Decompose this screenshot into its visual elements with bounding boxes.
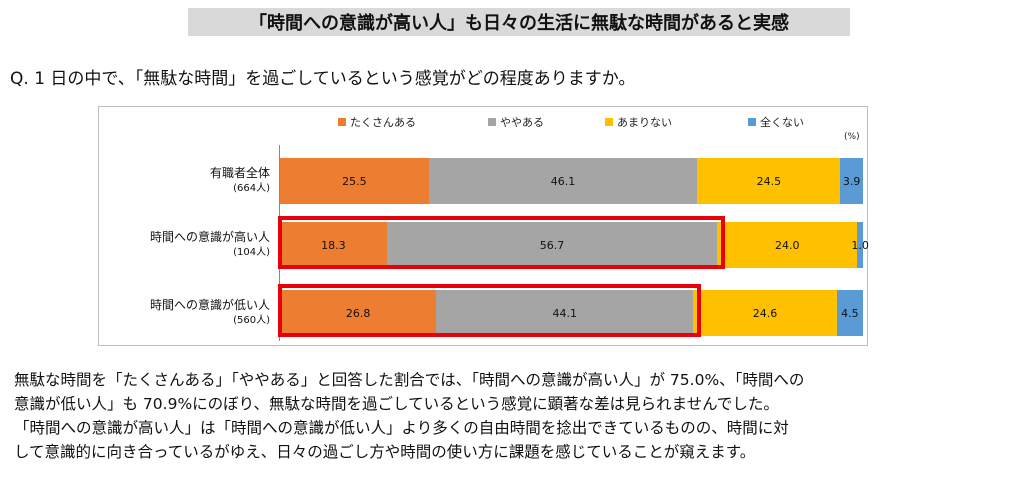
row-label-n: (104人) (233, 247, 270, 258)
row-label-n: (560人) (233, 315, 270, 326)
bar-segment: 56.7 (386, 222, 718, 268)
page-title-text: 「時間への意識が高い人」も日々の生活に無駄な時間があると実感 (249, 13, 789, 34)
page-title: 「時間への意識が高い人」も日々の生活に無駄な時間があると実感 (188, 8, 850, 36)
body-line: 意識が低い人」も 70.9%にのぼり、無駄な時間を過ごしているという感覚に顕著な… (14, 395, 779, 413)
legend-swatch (338, 118, 346, 126)
bar-segment: 24.0 (717, 222, 858, 268)
stacked-bar: 25.5 46.1 24.5 3.9 (280, 158, 863, 204)
legend-label: ややある (500, 116, 544, 129)
legend-item: たくさんある (338, 114, 416, 130)
data-label: 44.1 (552, 306, 578, 320)
data-label: 24.0 (774, 238, 800, 252)
body-line: 無駄な時間を「たくさんある」「ややある」と回答した割合では、「時間への意識が高い… (14, 371, 805, 389)
data-label: 56.7 (539, 238, 565, 252)
chart-frame (98, 106, 868, 346)
body-line: して意識的に向き合っているがゆえ、日々の過ごし方や時間の使い方に課題を感じている… (14, 443, 756, 461)
legend-item: ややある (488, 114, 544, 130)
bar-segment: 25.5 (280, 158, 429, 204)
data-label: 46.1 (550, 174, 576, 188)
bar-segment: 24.6 (693, 290, 837, 336)
data-label: 24.6 (752, 306, 778, 320)
highlight-box (278, 216, 726, 269)
survey-question: Q. 1 日の中で、「無駄な時間」を過ごしているという感覚がどの程度ありますか。 (10, 69, 636, 89)
legend-item: 全くない (748, 114, 804, 130)
bar-segment: 46.1 (428, 158, 698, 204)
data-label: 26.8 (345, 306, 371, 320)
legend-label: 全くない (760, 116, 804, 129)
row-label: 有職者全体 (664人) (210, 166, 270, 196)
row-label-name: 時間への意識が高い人 (149, 230, 270, 244)
row-label-n: (664人) (233, 183, 270, 194)
stacked-bar: 26.8 44.1 24.6 4.5 (280, 290, 863, 336)
stacked-bar: 18.3 56.7 24.0 1.0 (280, 222, 869, 268)
row-label: 時間への意識が高い人 (104人) (150, 230, 270, 260)
legend-label: あまりない (617, 116, 672, 129)
bar-segment: 4.5 (836, 290, 863, 336)
body-text: 無駄な時間を「たくさんある」「ややある」と回答した割合では、「時間への意識が高い… (14, 368, 1014, 464)
data-label: 25.5 (342, 174, 367, 188)
data-label: 18.3 (321, 238, 346, 252)
bar-segment: 44.1 (436, 290, 694, 336)
legend-item: あまりない (605, 114, 672, 130)
body-line: 「時間への意識が高い人」は「時間への意識が低い人」より多くの自由時間を捻出できて… (14, 419, 789, 437)
bar-segment: 18.3 (280, 222, 387, 268)
legend-swatch (748, 118, 756, 126)
data-label: 4.5 (841, 306, 859, 320)
legend-label: たくさんある (350, 116, 416, 129)
row-label-name: 有職者全体 (209, 166, 270, 180)
legend-swatch (605, 118, 613, 126)
highlight-box (278, 284, 702, 337)
legend-swatch (488, 118, 496, 126)
data-label: 3.9 (842, 174, 861, 188)
chart-legend: たくさんある ややある あまりない 全くない (0, 114, 1023, 130)
bar-segment: 3.9 (840, 158, 863, 204)
data-label: 24.5 (756, 174, 782, 188)
bar-segment: 26.8 (280, 290, 437, 336)
row-label: 時間への意識が低い人 (560人) (150, 298, 270, 328)
row-label-name: 時間への意識が低い人 (149, 298, 270, 312)
data-label: 1.0 (851, 238, 869, 252)
chart-unit: (%) (844, 132, 860, 142)
bar-segment: 1.0 (851, 222, 869, 268)
bar-segment: 24.5 (697, 158, 841, 204)
